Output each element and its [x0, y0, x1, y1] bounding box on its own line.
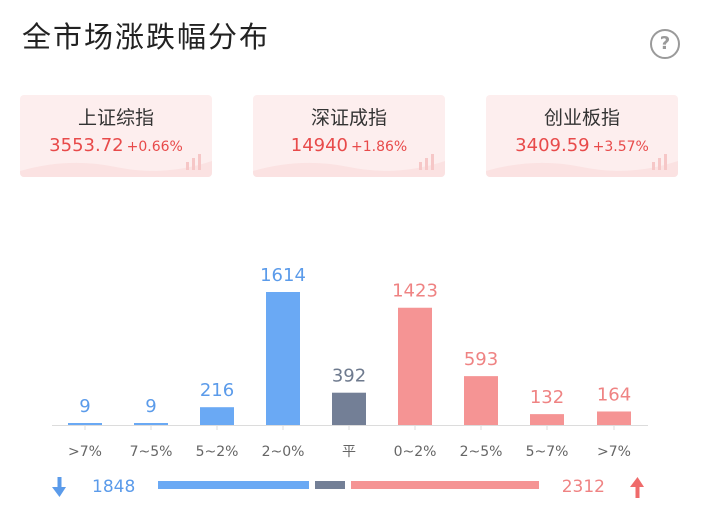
bar-value-label: 1423 — [392, 281, 438, 302]
card-wave-decoration — [486, 161, 678, 177]
index-values: 3409.59 +3.57% — [486, 135, 678, 156]
bar-down — [200, 407, 234, 425]
bar-flat — [332, 392, 366, 425]
page-title: 全市场涨跌幅分布 — [22, 20, 271, 54]
index-change: +1.86% — [351, 139, 408, 155]
x-tick-label: >7% — [68, 444, 102, 460]
bar-down — [68, 423, 102, 425]
x-tick-label: >7% — [597, 444, 631, 460]
bar-value-label: 216 — [200, 380, 234, 401]
question-circle-icon[interactable]: ? — [650, 29, 680, 59]
bar-up — [398, 307, 432, 425]
bar-value-label: 392 — [332, 366, 366, 387]
bar-value-label: 132 — [530, 387, 564, 408]
x-tick-label: 5~2% — [196, 444, 239, 460]
index-name: 上证综指 — [77, 107, 154, 129]
card-wave-decoration — [253, 161, 445, 177]
x-tick-label: 5~7% — [526, 444, 569, 460]
bar-down — [266, 292, 300, 425]
index-card-szse[interactable]: 深证成指 14940 +1.86% — [253, 95, 445, 177]
index-card-sse[interactable]: 上证综指 3553.72 +0.66% — [20, 95, 212, 177]
index-price: 3409.59 — [515, 135, 590, 156]
bar-value-label: 164 — [597, 384, 631, 405]
up-count: 2312 — [562, 477, 605, 497]
x-tick-label: 平 — [342, 444, 356, 460]
index-change: +0.66% — [126, 139, 183, 155]
down-proportion-bar — [158, 481, 309, 489]
card-chart-decoration-icon — [652, 154, 667, 170]
bar-down — [134, 423, 168, 425]
down-count: 1848 — [92, 477, 135, 497]
index-values: 3553.72 +0.66% — [20, 135, 212, 156]
index-name: 深证成指 — [310, 107, 387, 129]
index-price: 3553.72 — [49, 135, 124, 156]
card-chart-decoration-icon — [186, 154, 201, 170]
arrow-up-icon — [630, 477, 644, 498]
arrow-down-icon — [52, 477, 66, 497]
card-wave-decoration — [20, 161, 212, 177]
x-tick-label: 7~5% — [130, 444, 173, 460]
index-change: +3.57% — [592, 139, 649, 155]
x-tick-label: 0~2% — [394, 444, 437, 460]
bar-value-label: 9 — [145, 396, 156, 417]
x-tick-label: 2~0% — [262, 444, 305, 460]
bar-up — [530, 414, 564, 425]
bar-up — [464, 376, 498, 425]
bar-up — [597, 411, 631, 425]
up-proportion-bar — [351, 481, 539, 489]
index-price: 14940 — [290, 135, 349, 156]
index-name: 创业板指 — [543, 107, 620, 129]
bar-value-label: 1614 — [260, 265, 306, 286]
bar-value-label: 593 — [464, 349, 498, 370]
card-chart-decoration-icon — [419, 154, 434, 170]
index-values: 14940 +1.86% — [253, 135, 445, 156]
bar-value-label: 9 — [79, 396, 90, 417]
flat-proportion-bar — [315, 481, 345, 489]
index-card-chinext[interactable]: 创业板指 3409.59 +3.57% — [486, 95, 678, 177]
x-tick-label: 2~5% — [460, 444, 503, 460]
